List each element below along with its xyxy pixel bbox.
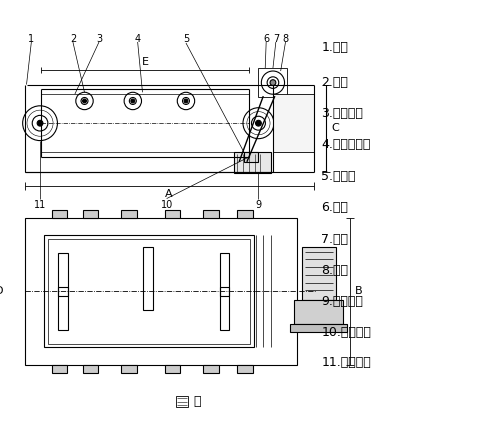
Bar	[59, 286, 68, 330]
Bar	[291, 324, 347, 332]
Text: 6.链条: 6.链条	[321, 201, 348, 214]
Bar	[52, 210, 67, 218]
Text: 10: 10	[160, 200, 173, 210]
Bar	[244, 152, 259, 162]
Bar	[220, 253, 229, 296]
Bar	[176, 396, 188, 407]
Bar	[83, 210, 98, 218]
Bar	[234, 152, 271, 173]
Text: 一: 一	[194, 395, 201, 408]
Bar	[273, 94, 314, 152]
Text: 4.除铁器本体: 4.除铁器本体	[321, 138, 371, 151]
Text: 6: 6	[263, 34, 269, 44]
Circle shape	[184, 99, 188, 103]
Text: 11.从动滚筒: 11.从动滚筒	[321, 356, 371, 369]
Bar	[220, 286, 229, 330]
Text: 9.主动滚筒: 9.主动滚筒	[321, 295, 363, 308]
Bar	[165, 210, 180, 218]
Bar	[165, 365, 180, 372]
Text: 9: 9	[256, 200, 262, 210]
Bar	[259, 68, 288, 97]
Text: 8.护罩: 8.护罩	[321, 264, 348, 276]
Text: D: D	[0, 286, 4, 296]
Bar	[302, 247, 336, 300]
Circle shape	[256, 120, 262, 126]
Text: C: C	[331, 123, 339, 133]
Circle shape	[270, 80, 276, 86]
Bar	[48, 239, 249, 344]
Circle shape	[83, 99, 87, 103]
Bar	[121, 210, 137, 218]
Text: 2: 2	[70, 34, 76, 44]
Text: 10.调整装置: 10.调整装置	[321, 326, 371, 339]
Text: B: B	[355, 286, 363, 296]
Text: 4: 4	[135, 34, 141, 44]
Text: 1: 1	[28, 34, 35, 44]
Text: 3.卸料皮带: 3.卸料皮带	[321, 107, 363, 120]
Bar	[44, 235, 254, 347]
Text: 3: 3	[96, 34, 102, 44]
Bar	[143, 247, 153, 310]
Text: E: E	[141, 57, 148, 68]
Text: 2.托辊: 2.托辊	[321, 76, 348, 89]
Text: 1.机架: 1.机架	[321, 41, 348, 54]
Bar	[294, 300, 344, 324]
Text: A: A	[165, 189, 173, 199]
Bar	[237, 210, 253, 218]
Text: 11: 11	[34, 200, 46, 210]
Bar	[59, 253, 68, 296]
Bar	[52, 365, 67, 372]
Bar	[121, 365, 137, 372]
Bar	[203, 365, 219, 372]
Text: 7: 7	[273, 34, 279, 44]
Text: 5: 5	[183, 34, 189, 44]
Bar	[25, 218, 297, 365]
Bar	[237, 365, 253, 372]
Bar	[83, 365, 98, 372]
Circle shape	[37, 120, 43, 126]
Text: 8: 8	[283, 34, 289, 44]
Text: 7.链轮: 7.链轮	[321, 233, 348, 246]
Bar	[203, 210, 219, 218]
Text: 5.减速机: 5.减速机	[321, 170, 356, 183]
Circle shape	[131, 99, 135, 103]
